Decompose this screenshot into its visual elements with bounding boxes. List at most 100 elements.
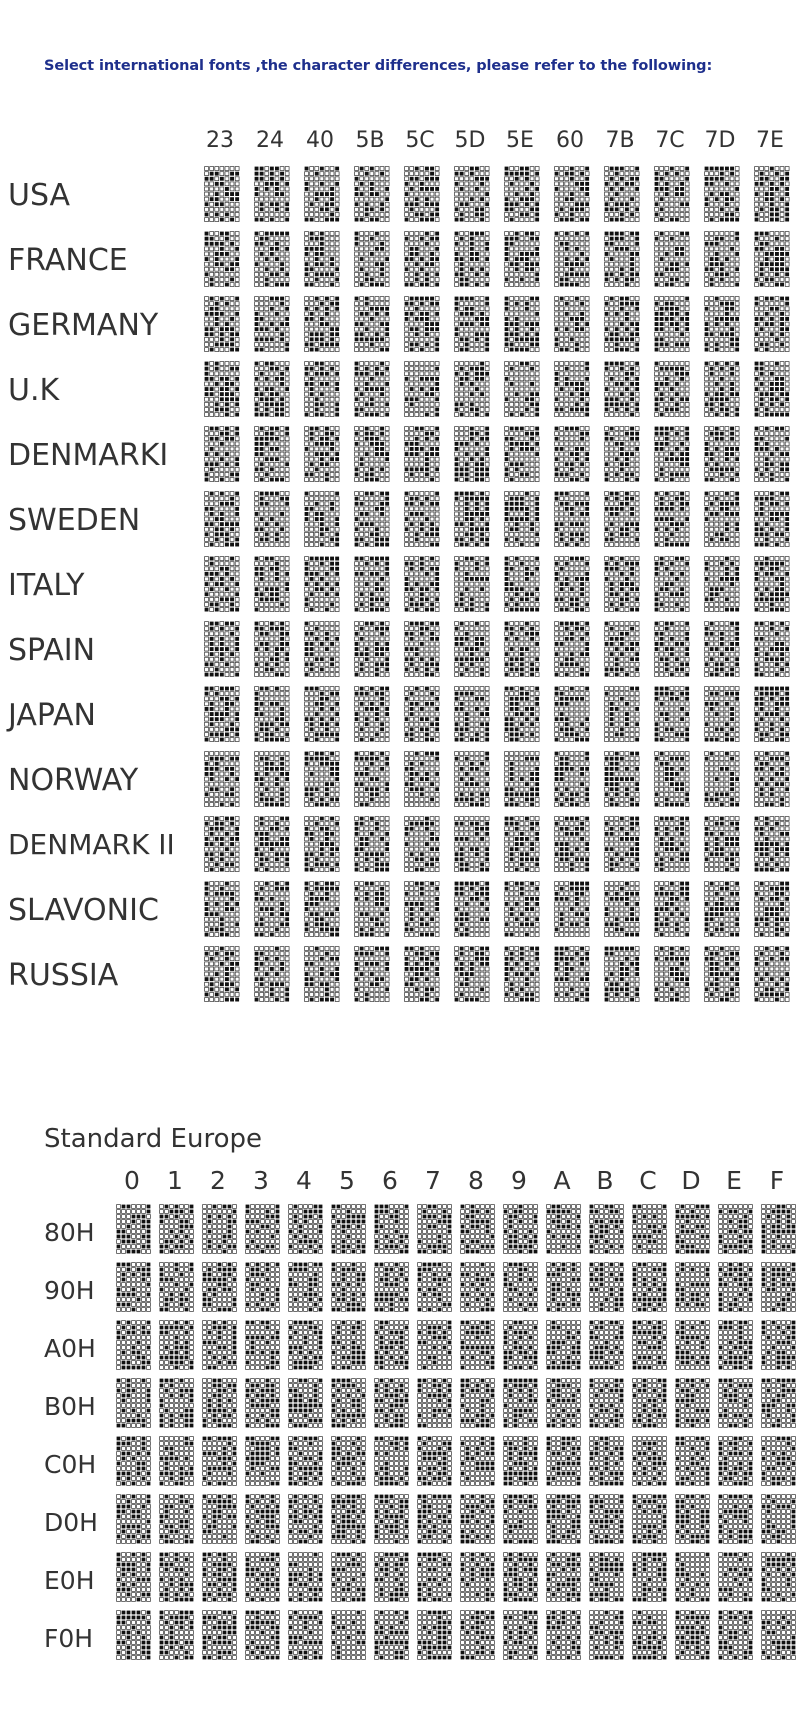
char-glyph xyxy=(675,1552,710,1602)
intl-column-header: 23 xyxy=(198,128,242,153)
char-glyph xyxy=(589,1378,624,1428)
char-glyph xyxy=(116,1436,151,1486)
char-glyph xyxy=(454,751,490,807)
char-glyph xyxy=(354,296,390,352)
char-glyph xyxy=(288,1436,323,1486)
char-glyph xyxy=(116,1204,151,1254)
char-glyph xyxy=(417,1378,452,1428)
char-glyph xyxy=(254,231,290,287)
char-glyph xyxy=(454,426,490,482)
europe-column-header: 7 xyxy=(413,1166,453,1195)
europe-column-header: B xyxy=(585,1166,625,1195)
char-glyph xyxy=(288,1204,323,1254)
char-glyph xyxy=(354,556,390,612)
europe-row-label: C0H xyxy=(44,1450,96,1479)
char-glyph xyxy=(554,946,590,1002)
char-glyph xyxy=(331,1610,366,1660)
char-glyph xyxy=(202,1378,237,1428)
char-glyph xyxy=(632,1378,667,1428)
char-glyph xyxy=(761,1378,796,1428)
char-glyph xyxy=(654,751,690,807)
europe-row-label: F0H xyxy=(44,1624,93,1653)
intl-row-label: USA xyxy=(8,178,70,213)
char-glyph xyxy=(404,946,440,1002)
char-glyph xyxy=(354,751,390,807)
char-glyph xyxy=(159,1320,194,1370)
char-glyph xyxy=(504,166,540,222)
europe-column-header: 3 xyxy=(241,1166,281,1195)
char-glyph xyxy=(754,296,790,352)
char-glyph xyxy=(589,1610,624,1660)
char-glyph xyxy=(417,1494,452,1544)
char-glyph xyxy=(304,426,340,482)
char-glyph xyxy=(503,1610,538,1660)
char-glyph xyxy=(554,881,590,937)
char-glyph xyxy=(354,166,390,222)
char-glyph xyxy=(159,1552,194,1602)
char-glyph xyxy=(354,361,390,417)
char-glyph xyxy=(254,166,290,222)
char-glyph xyxy=(204,556,240,612)
char-glyph xyxy=(254,296,290,352)
char-glyph xyxy=(718,1610,753,1660)
char-glyph xyxy=(454,686,490,742)
char-glyph xyxy=(354,946,390,1002)
char-glyph xyxy=(204,296,240,352)
char-glyph xyxy=(417,1320,452,1370)
char-glyph xyxy=(159,1378,194,1428)
char-glyph xyxy=(354,816,390,872)
char-glyph xyxy=(589,1436,624,1486)
char-glyph xyxy=(331,1552,366,1602)
char-glyph xyxy=(331,1204,366,1254)
char-glyph xyxy=(374,1204,409,1254)
char-glyph xyxy=(245,1378,280,1428)
char-glyph xyxy=(654,881,690,937)
char-glyph xyxy=(304,751,340,807)
char-glyph xyxy=(204,426,240,482)
europe-row-label: D0H xyxy=(44,1508,98,1537)
char-glyph xyxy=(288,1610,323,1660)
char-glyph xyxy=(654,556,690,612)
char-glyph xyxy=(554,166,590,222)
char-glyph xyxy=(404,556,440,612)
europe-column-header: 8 xyxy=(456,1166,496,1195)
intl-row-label: RUSSIA xyxy=(8,958,118,993)
intl-column-header: 40 xyxy=(298,128,342,153)
char-glyph xyxy=(288,1552,323,1602)
char-glyph xyxy=(718,1262,753,1312)
char-glyph xyxy=(704,751,740,807)
char-glyph xyxy=(589,1262,624,1312)
char-glyph xyxy=(504,296,540,352)
char-glyph xyxy=(754,231,790,287)
char-glyph xyxy=(417,1262,452,1312)
europe-column-header: C xyxy=(628,1166,668,1195)
intl-column-header: 24 xyxy=(248,128,292,153)
char-glyph xyxy=(460,1436,495,1486)
char-glyph xyxy=(159,1494,194,1544)
europe-column-header: 2 xyxy=(198,1166,238,1195)
char-glyph xyxy=(632,1320,667,1370)
char-glyph xyxy=(404,426,440,482)
intl-row-label: U.K xyxy=(8,373,59,408)
char-glyph xyxy=(504,621,540,677)
standard-europe-title: Standard Europe xyxy=(44,1124,262,1154)
char-glyph xyxy=(546,1262,581,1312)
char-glyph xyxy=(116,1552,151,1602)
char-glyph xyxy=(204,751,240,807)
intl-column-header: 60 xyxy=(548,128,592,153)
char-glyph xyxy=(204,881,240,937)
char-glyph xyxy=(159,1262,194,1312)
char-glyph xyxy=(504,556,540,612)
char-glyph xyxy=(589,1204,624,1254)
europe-column-header: A xyxy=(542,1166,582,1195)
char-glyph xyxy=(202,1436,237,1486)
char-glyph xyxy=(675,1320,710,1370)
char-glyph xyxy=(374,1610,409,1660)
char-glyph xyxy=(417,1436,452,1486)
char-glyph xyxy=(554,751,590,807)
char-glyph xyxy=(354,881,390,937)
europe-row-label: B0H xyxy=(44,1392,96,1421)
intl-row-label: NORWAY xyxy=(8,763,138,798)
intl-column-header: 5C xyxy=(398,128,442,153)
char-glyph xyxy=(304,296,340,352)
